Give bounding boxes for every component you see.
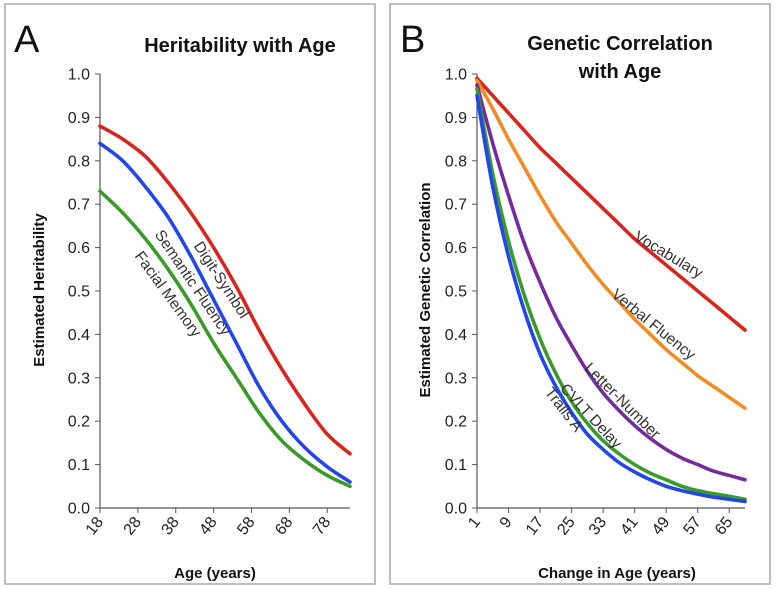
series-line-cvlt-delay (475, 87, 747, 502)
y-tick-label: 0.4 (68, 327, 90, 344)
y-tick-label: 0.3 (445, 370, 467, 387)
panel-a-x-axis-label: Age (years) (174, 565, 256, 582)
panel-b-title-line-2: with Age (578, 61, 662, 83)
y-tick-label: 0.7 (445, 197, 467, 214)
panel-b-letter: B (400, 19, 425, 61)
y-tick-label: 0.6 (68, 240, 90, 257)
panel-b-x-axis-label: Change in Age (years) (538, 565, 696, 582)
series-line-vocabulary (475, 76, 747, 332)
y-tick-label: 0.9 (68, 110, 90, 127)
y-tick-label: 0.3 (68, 370, 90, 387)
y-tick-label: 0.1 (445, 457, 467, 474)
series-line-digit-symbol (98, 124, 352, 456)
panel-a-letter: A (14, 19, 40, 61)
panel-a-frame (4, 3, 376, 585)
y-tick-label: 0.9 (445, 110, 467, 127)
series-line-letter-number (475, 83, 747, 482)
y-tick-label: 0.1 (68, 457, 90, 474)
y-tick-label: 0.6 (445, 240, 467, 257)
panel-a-y-axis-label: Estimated Heritability (31, 213, 48, 367)
y-tick-label: 0.8 (68, 153, 90, 170)
y-tick-label: 1.0 (68, 67, 90, 84)
y-tick-label: 0.5 (68, 284, 90, 301)
panel-b-frame (389, 3, 771, 585)
y-tick-label: 0.2 (445, 414, 467, 431)
y-tick-label: 0.5 (445, 284, 467, 301)
y-tick-label: 0.0 (445, 501, 467, 518)
panel-a: A Heritability with Age Age (years) Esti… (4, 3, 376, 585)
y-tick-label: 0.0 (68, 501, 90, 518)
panel-b-y-axis-label: Estimated Genetic Correlation (417, 182, 434, 397)
panel-a-title: Heritability with Age (144, 35, 336, 57)
series-line-trails-a (475, 93, 747, 504)
y-tick-label: 1.0 (445, 67, 467, 84)
y-tick-label: 0.7 (68, 197, 90, 214)
series-line-verbal-fluency (475, 78, 747, 410)
y-tick-label: 0.4 (445, 327, 467, 344)
series-line-semantic-fluency (98, 141, 352, 484)
series-line-facial-memory (98, 189, 352, 489)
y-tick-label: 0.2 (68, 414, 90, 431)
panel-b: B Genetic Correlation with Age Change in… (389, 3, 771, 585)
panel-b-title-line-1: Genetic Correlation (527, 33, 713, 55)
y-tick-label: 0.8 (445, 153, 467, 170)
